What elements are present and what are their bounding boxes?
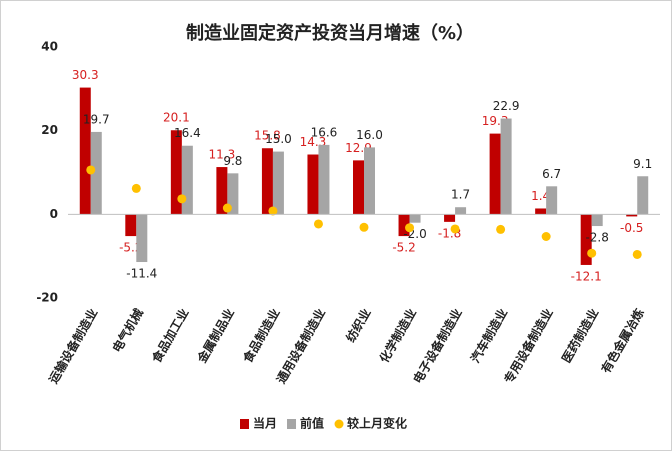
data-label: 1.7 — [451, 188, 470, 202]
y-tick-label: -20 — [36, 291, 58, 305]
bar — [546, 186, 558, 215]
data-label: 9.1 — [633, 157, 652, 171]
data-label: -11.4 — [126, 267, 157, 281]
bar — [591, 214, 603, 227]
scatter-point — [268, 206, 278, 216]
bar — [272, 151, 284, 215]
data-label: -12.1 — [571, 269, 602, 283]
data-label: 6.7 — [542, 167, 561, 181]
scatter-point — [405, 223, 415, 233]
chart-title: 制造业固定资产投资当月增速（%） — [186, 22, 474, 44]
data-label: 1.4 — [531, 189, 550, 203]
data-label: -5.2 — [392, 241, 415, 255]
data-label: 22.9 — [493, 99, 520, 113]
bar — [580, 214, 592, 265]
bar — [398, 214, 410, 237]
bar — [489, 133, 501, 215]
scatter-point — [359, 222, 369, 232]
bar — [307, 154, 319, 215]
y-tick-label: 20 — [41, 123, 58, 137]
scatter-point — [222, 203, 232, 213]
scatter-point — [541, 232, 551, 242]
bar — [181, 145, 193, 215]
scatter-point — [632, 249, 642, 259]
y-tick-label: 0 — [50, 207, 58, 221]
data-label: 16.4 — [174, 126, 201, 140]
scatter-point — [450, 224, 460, 234]
bar — [318, 144, 330, 215]
data-label: 30.3 — [72, 68, 99, 82]
legend-marker — [287, 419, 297, 429]
bar — [455, 207, 467, 215]
scatter-point — [86, 165, 96, 175]
scatter-point — [313, 219, 323, 229]
bar — [637, 176, 649, 215]
bar — [364, 147, 375, 215]
data-label: -0.5 — [620, 221, 643, 235]
legend-label: 较上月变化 — [347, 416, 407, 431]
scatter-point — [131, 183, 141, 193]
scatter-point — [177, 194, 187, 204]
legend-marker — [240, 419, 249, 429]
bar — [353, 160, 364, 215]
bar — [261, 148, 273, 215]
legend-marker — [334, 419, 344, 429]
bar — [79, 87, 91, 215]
legend-label: 当月 — [253, 416, 277, 431]
data-label: 15.0 — [265, 132, 292, 146]
bar — [500, 118, 512, 215]
data-label: 9.8 — [223, 154, 242, 168]
scatter-point — [496, 224, 506, 234]
bar — [535, 208, 547, 215]
data-label: -2.8 — [585, 231, 608, 245]
bar — [170, 130, 182, 215]
data-label: 19.7 — [83, 112, 110, 126]
bar — [409, 214, 421, 223]
legend-label: 前值 — [300, 416, 324, 431]
data-label: 16.6 — [311, 125, 338, 139]
scatter-point — [587, 248, 597, 258]
y-tick-label: 40 — [41, 40, 58, 54]
bar — [216, 167, 228, 215]
bar — [444, 214, 456, 222]
data-label: 16.0 — [356, 128, 383, 142]
data-label: 20.1 — [163, 111, 190, 125]
bar — [90, 131, 102, 215]
bar — [136, 214, 148, 263]
bar — [626, 214, 638, 217]
bar — [227, 173, 239, 215]
data-label: 15.8 — [254, 129, 281, 143]
bar — [125, 214, 137, 237]
data-label: 11.3 — [209, 148, 236, 162]
